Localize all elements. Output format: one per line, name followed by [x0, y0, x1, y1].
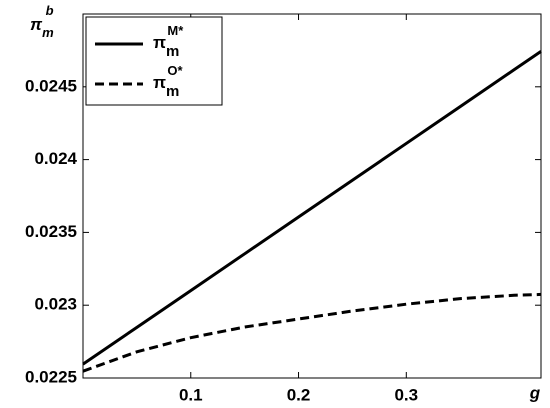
legend-base: π	[153, 73, 166, 92]
x-tick-label: 0.3	[394, 385, 418, 404]
legend-label: πm M*	[153, 23, 184, 60]
legend-label: πm O*	[153, 63, 183, 100]
legend-sup: O*	[167, 63, 183, 78]
legend-base: π	[153, 33, 166, 52]
y-tick-label: 0.024	[34, 149, 77, 168]
y-tick-label: 0.023	[34, 295, 77, 314]
x-tick-label: 0.1	[179, 385, 203, 404]
y-tick-label: 0.0235	[25, 222, 77, 241]
y-tick-label: 0.0245	[25, 76, 77, 95]
legend-sup: M*	[167, 23, 184, 38]
y-tick-label: 0.0225	[25, 367, 77, 386]
x-tick-label: 0.2	[287, 385, 311, 404]
x-axis-label: g	[529, 383, 541, 402]
y-label-sup: b	[46, 3, 54, 18]
y-axis-label: πmb	[30, 3, 54, 40]
plot-frame	[82, 13, 542, 379]
legend-box	[85, 16, 223, 106]
y-label-base: π	[30, 15, 43, 34]
legend-sub: m	[166, 43, 179, 60]
series-line	[82, 292, 542, 373]
y-label-sub: m	[42, 25, 54, 40]
series-line	[82, 50, 542, 366]
legend-sub: m	[166, 83, 179, 100]
